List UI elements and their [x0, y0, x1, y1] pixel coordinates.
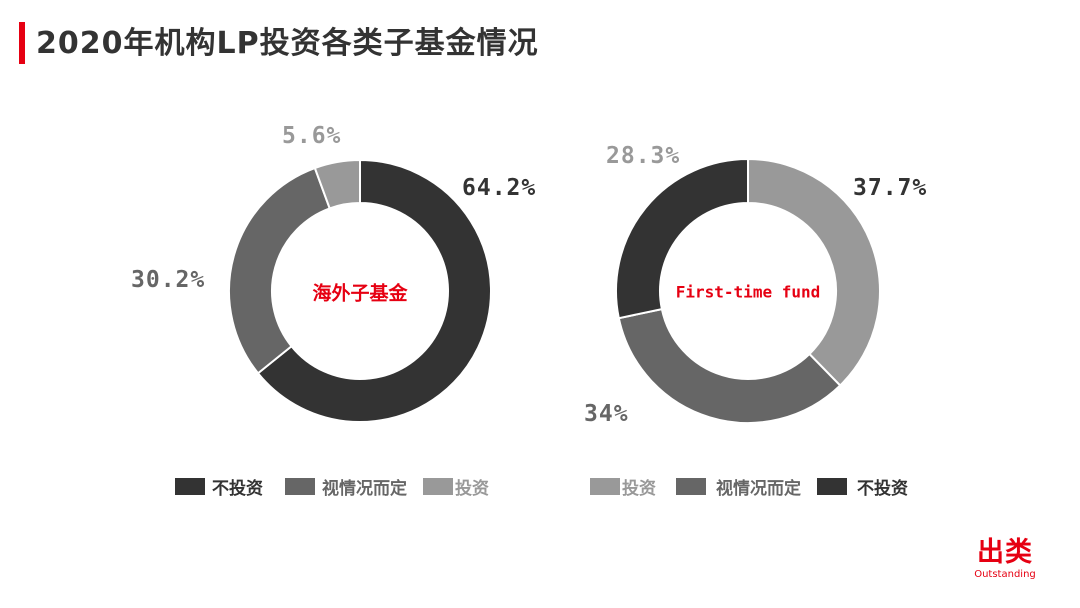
brand-logo: 出类 Outstanding: [970, 538, 1040, 582]
left-legend: 不投资 视情况而定 投资: [175, 474, 505, 499]
left-label-no-invest: 64.2%: [462, 175, 537, 201]
legend-label: 视情况而定: [322, 478, 407, 499]
right-label-invest: 37.7%: [853, 175, 928, 201]
legend-label: 投资: [455, 478, 489, 499]
left-label-depends: 30.2%: [131, 267, 206, 293]
legend-item-depends[interactable]: 视情况而定: [285, 474, 407, 499]
donut-segment: [313, 158, 361, 210]
legend-label: 视情况而定: [716, 478, 801, 499]
legend-swatch-invest: [590, 477, 620, 495]
legend-swatch-invest: [423, 477, 453, 495]
title-accent-bar: [19, 22, 25, 64]
logo-cn-text: 出类: [977, 537, 1033, 568]
right-donut-chart: [615, 157, 881, 424]
legend-label: 不投资: [857, 478, 908, 499]
right-center-label: First-time fund: [675, 282, 821, 302]
donut-segment: [228, 166, 331, 375]
page-title: 2020年机构LP投资各类子基金情况: [36, 26, 539, 61]
donut-segment: [617, 307, 842, 424]
legend-item-no-invest[interactable]: 不投资: [175, 474, 263, 499]
legend-label: 投资: [622, 478, 656, 499]
donut-segment: [256, 158, 492, 423]
donut-segment: [615, 157, 749, 320]
left-label-invest: 5.6%: [282, 123, 342, 149]
logo-en-text: Outstanding: [974, 569, 1036, 580]
legend-swatch-depends: [676, 477, 706, 495]
legend-item-invest[interactable]: 投资: [590, 474, 656, 499]
legend-swatch-depends: [285, 477, 315, 495]
left-center-label: 海外子基金: [312, 282, 408, 305]
left-donut-chart: [228, 158, 492, 423]
right-label-no-invest: 28.3%: [606, 143, 681, 169]
right-legend: 投资 视情况而定 不投资: [590, 474, 924, 499]
legend-swatch-no-invest: [817, 477, 847, 495]
legend-item-depends[interactable]: 视情况而定: [676, 474, 801, 499]
legend-item-no-invest[interactable]: 不投资: [817, 474, 908, 499]
donut-segment: [747, 157, 881, 387]
legend-swatch-no-invest: [175, 477, 205, 495]
legend-label: 不投资: [212, 478, 263, 499]
legend-item-invest[interactable]: 投资: [423, 474, 489, 499]
right-label-depends: 34%: [584, 401, 629, 427]
